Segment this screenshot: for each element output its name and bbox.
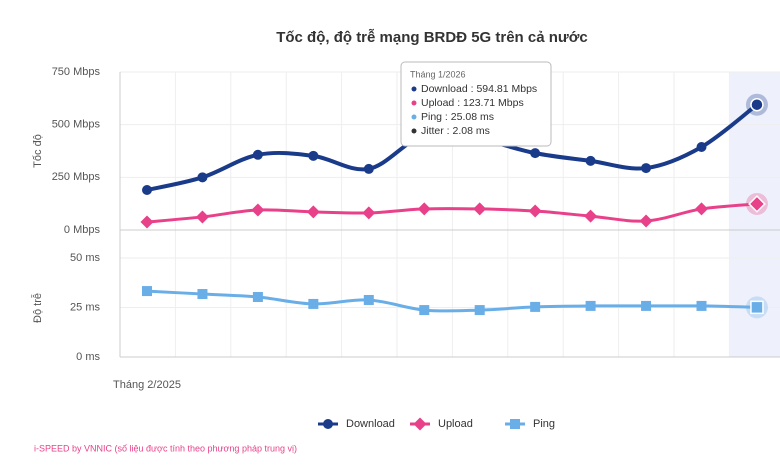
marker — [413, 417, 427, 431]
marker — [323, 419, 333, 429]
marker — [251, 203, 265, 217]
tooltip-bullet — [411, 86, 417, 92]
marker — [142, 184, 152, 195]
tooltip-line: Download : 594.81 Mbps — [421, 83, 537, 95]
marker — [417, 202, 431, 216]
tooltip-line: Jitter : 2.08 ms — [421, 125, 490, 137]
marker — [584, 209, 598, 223]
marker — [140, 215, 154, 229]
x-tick-label: Tháng 2/2025 — [113, 379, 181, 391]
marker — [585, 155, 596, 166]
marker — [142, 286, 152, 297]
legend-label: Upload — [438, 418, 473, 430]
marker — [695, 202, 708, 216]
legend-label: Ping — [533, 418, 555, 430]
marker — [530, 148, 541, 159]
y-tick-label: 50 ms — [70, 252, 100, 264]
y2-axis-title: Độ trễ — [31, 293, 44, 323]
tooltip: Tháng 1/2026 Download : 594.81 Mbps Upload… — [400, 61, 552, 147]
marker — [530, 301, 541, 312]
chart-title: Tốc độ, độ trễ mạng BRDĐ 5G trên cả nước — [276, 29, 588, 46]
marker — [197, 172, 208, 183]
tooltip-box — [400, 61, 552, 147]
legend-item: Download — [318, 418, 395, 430]
marker — [363, 294, 374, 305]
y-tick-label: 0 ms — [76, 351, 100, 363]
tooltip-line: Ping : 25.08 ms — [421, 111, 494, 123]
marker — [473, 202, 487, 216]
y-tick-label: 750 Mbps — [52, 66, 101, 78]
y-tick-label: 0 Mbps — [64, 224, 101, 236]
marker — [197, 289, 208, 300]
tooltip-bullet — [411, 128, 417, 134]
marker — [748, 195, 766, 213]
marker — [641, 163, 652, 174]
tooltip-line: Upload : 123.71 Mbps — [421, 97, 524, 109]
marker — [510, 419, 520, 429]
tooltip-bullet — [411, 100, 417, 106]
marker — [419, 305, 430, 316]
y-tick-label: 250 Mbps — [52, 171, 101, 183]
marker — [252, 149, 263, 160]
marker — [696, 300, 707, 311]
y-axis-title: Tốc độ — [32, 134, 44, 168]
tooltip-bullet — [411, 114, 417, 120]
marker — [696, 141, 707, 152]
marker — [585, 300, 596, 311]
marker — [750, 97, 764, 112]
marker — [750, 300, 764, 315]
legend-item: Upload — [410, 417, 473, 431]
marker — [306, 205, 320, 219]
marker — [362, 206, 376, 220]
marker — [641, 300, 652, 311]
marker — [528, 204, 542, 218]
marker — [195, 210, 209, 224]
marker — [308, 298, 319, 309]
marker — [639, 214, 653, 228]
marker — [308, 150, 319, 161]
footnote: i-SPEED by VNNIC (số liệu được tính theo… — [34, 443, 297, 453]
marker — [363, 163, 374, 174]
tooltip-title: Tháng 1/2026 — [410, 69, 466, 79]
y-tick-label: 500 Mbps — [52, 119, 101, 131]
legend-label: Download — [346, 418, 395, 430]
legend-item: Ping — [505, 418, 555, 430]
marker — [252, 292, 263, 303]
y-tick-label: 25 ms — [70, 301, 100, 313]
marker — [474, 305, 485, 316]
